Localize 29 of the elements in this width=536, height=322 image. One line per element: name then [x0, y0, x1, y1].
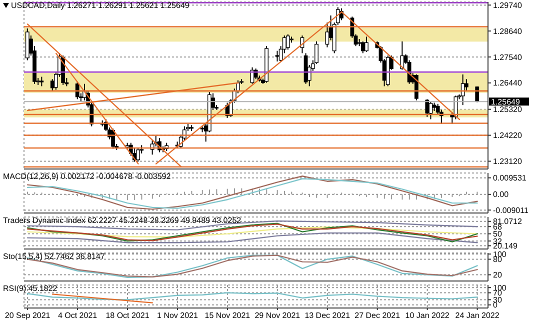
- y-tick-label: 50: [493, 230, 502, 239]
- x-tick-label: 13 Dec 2021: [304, 311, 351, 320]
- y-tick-label: 20.149: [493, 242, 518, 251]
- y-tick-label: 1.26440: [493, 78, 522, 88]
- y-tick-label: 1.25320: [493, 105, 522, 114]
- y-tick-label: 1.27540: [493, 52, 522, 62]
- x-tick-label: 27 Dec 2021: [354, 311, 401, 320]
- x-tick-label: 29 Nov 2021: [254, 311, 301, 320]
- x-tick-label: 24 Jan 2022: [455, 311, 500, 320]
- x-tick-label: 20 Sep 2021: [4, 311, 51, 320]
- chart-title: Traders Dynamic Index 62.2227 45.2248 28.2269 49.9489 43.0252: [3, 216, 242, 225]
- x-tick-label: 15 Nov 2021: [204, 311, 251, 320]
- y-tick-label: 0.00: [493, 190, 510, 200]
- y-tick-label: 1.23120: [493, 157, 522, 166]
- x-tick-label: 10 Jan 2022: [405, 311, 450, 320]
- y-tick-label: 1.24220: [493, 131, 522, 140]
- y-tick-label: 1.29740: [493, 0, 522, 10]
- x-tick-label: 1 Nov 2021: [157, 311, 198, 320]
- y-tick-label: -0.009011: [493, 206, 529, 215]
- chart-title: Sto(15,5,4) 52.7462 36.8147: [3, 252, 105, 261]
- y-tick-label: 1.28640: [493, 26, 522, 36]
- y-tick-label: 0.009531: [493, 174, 527, 183]
- x-tick-label: 4 Oct 2021: [58, 311, 98, 320]
- y-tick-label: 20: [493, 270, 502, 280]
- chart-title: MACD(12,26,9) 0.002172 -0.004678 -0.003592: [3, 172, 171, 181]
- x-tick-label: 18 Oct 2021: [106, 311, 150, 320]
- ref-line-label: 1.25649: [491, 98, 520, 107]
- chart-title: USDCAD,Daily 1.26271 1.26291 1.25621 1.25649: [11, 1, 190, 10]
- chart-title: RSI(9) 45.1822: [3, 284, 58, 293]
